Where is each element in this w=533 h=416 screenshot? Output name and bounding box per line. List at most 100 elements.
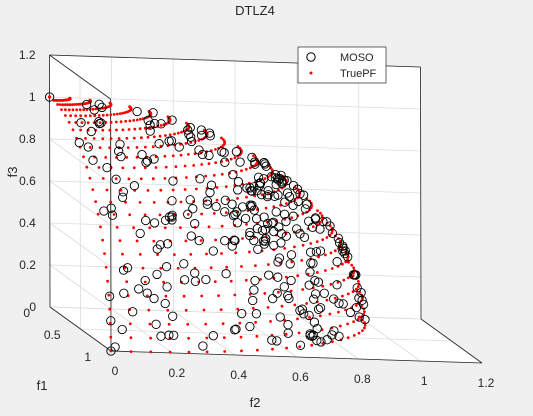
truepf-point xyxy=(115,129,118,132)
truepf-point xyxy=(93,114,96,117)
truepf-point xyxy=(175,165,178,168)
truepf-point xyxy=(293,246,296,249)
truepf-point xyxy=(115,121,118,124)
truepf-point xyxy=(234,251,237,254)
truepf-point xyxy=(103,252,106,255)
truepf-point xyxy=(200,239,203,242)
truepf-point xyxy=(324,254,327,257)
truepf-point xyxy=(153,135,156,138)
truepf-point xyxy=(122,128,125,131)
truepf-point xyxy=(139,253,142,256)
truepf-point xyxy=(81,121,84,124)
truepf-point xyxy=(263,292,266,295)
f3-tick-labels: 00.20.40.60.811.2 xyxy=(19,48,36,314)
truepf-point xyxy=(188,351,191,354)
truepf-point xyxy=(98,166,101,169)
truepf-point xyxy=(285,333,288,336)
truepf-point xyxy=(200,213,203,216)
truepf-point xyxy=(281,305,284,308)
truepf-point xyxy=(130,336,133,339)
truepf-point xyxy=(208,162,211,165)
truepf-point xyxy=(252,307,255,310)
truepf-point xyxy=(149,337,152,340)
truepf-point xyxy=(204,175,207,178)
f2-tick-label: 0.4 xyxy=(230,368,247,382)
truepf-point xyxy=(164,134,167,137)
truepf-point xyxy=(128,128,131,131)
chart-title: DTLZ4 xyxy=(235,3,275,18)
f1-tick-label: 1 xyxy=(84,350,91,364)
truepf-point xyxy=(139,118,142,121)
truepf-point xyxy=(267,263,270,266)
truepf-point xyxy=(164,155,167,158)
truepf-point xyxy=(84,137,87,140)
truepf-point xyxy=(245,223,248,226)
truepf-point xyxy=(238,322,241,325)
truepf-point xyxy=(105,266,108,269)
truepf-point xyxy=(82,155,85,158)
truepf-point xyxy=(240,169,243,172)
truepf-point xyxy=(305,302,308,305)
truepf-point xyxy=(364,324,367,327)
truepf-point xyxy=(312,225,315,228)
legend[interactable]: MOSO TruePF xyxy=(298,47,386,83)
truepf-point xyxy=(265,207,268,210)
truepf-point xyxy=(301,288,304,291)
truepf-point xyxy=(121,167,124,170)
truepf-point xyxy=(298,345,301,348)
truepf-point xyxy=(225,266,228,269)
truepf-point xyxy=(125,156,128,159)
truepf-point xyxy=(89,177,92,180)
truepf-point xyxy=(144,146,147,149)
truepf-point xyxy=(139,201,142,204)
truepf-point xyxy=(104,156,107,159)
truepf-point xyxy=(326,299,329,302)
truepf-point xyxy=(293,304,296,307)
truepf-point xyxy=(153,201,156,204)
truepf-point xyxy=(184,165,187,168)
f2-tick-label: 0.8 xyxy=(354,372,371,386)
truepf-point xyxy=(180,154,183,157)
f3-axis-label: f3 xyxy=(5,167,20,178)
truepf-point xyxy=(109,322,112,325)
truepf-point xyxy=(166,309,169,312)
truepf-point xyxy=(147,309,150,312)
truepf-point xyxy=(214,161,217,164)
truepf-point xyxy=(350,264,353,267)
truepf-point xyxy=(358,332,361,335)
truepf-point xyxy=(91,188,94,191)
truepf-point xyxy=(195,188,198,191)
truepf-point xyxy=(296,318,299,321)
truepf-point xyxy=(120,120,123,123)
truepf-point xyxy=(109,102,112,105)
truepf-point xyxy=(85,166,88,169)
truepf-point xyxy=(339,325,342,328)
truepf-point xyxy=(152,145,155,148)
truepf-point xyxy=(321,238,324,241)
truepf-point xyxy=(155,166,158,169)
truepf-point xyxy=(129,120,132,123)
truepf-point xyxy=(74,114,77,117)
truepf-point xyxy=(140,177,143,180)
truepf-point xyxy=(149,323,152,326)
truepf-point xyxy=(133,128,136,131)
truepf-point xyxy=(99,146,102,149)
truepf-point xyxy=(254,321,257,324)
truepf-point xyxy=(361,329,364,332)
truepf-point xyxy=(72,128,75,131)
truepf-point xyxy=(302,244,305,247)
truepf-point xyxy=(173,253,176,256)
truepf-point xyxy=(316,271,319,274)
truepf-point xyxy=(92,108,95,111)
truepf-point xyxy=(109,201,112,204)
truepf-point xyxy=(124,120,127,123)
truepf-point xyxy=(221,173,224,176)
f2-tick-label: 1.2 xyxy=(478,376,495,390)
truepf-point xyxy=(213,212,216,215)
truepf-point xyxy=(79,129,82,132)
truepf-point xyxy=(107,294,110,297)
truepf-point xyxy=(101,129,104,132)
truepf-point xyxy=(310,344,313,347)
truepf-point xyxy=(324,269,327,272)
truepf-point xyxy=(159,189,162,192)
